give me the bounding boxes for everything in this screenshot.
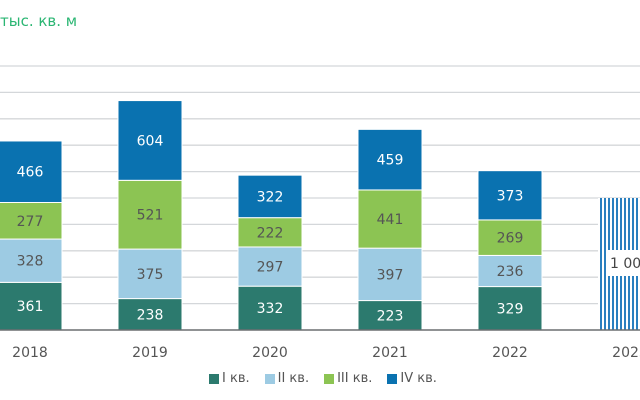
legend-item: IV кв. xyxy=(387,371,437,386)
x-tick-label: 2020 xyxy=(252,345,288,361)
x-tick-label: 2023 xyxy=(612,345,640,361)
data-label: 322 xyxy=(257,189,284,205)
bar-segment xyxy=(237,285,303,331)
bar-segment xyxy=(0,238,63,283)
legend-item: III кв. xyxy=(324,371,372,386)
bar-segment xyxy=(357,189,423,249)
legend: I кв. II кв. III кв. IV кв. xyxy=(209,371,437,386)
legend-swatch xyxy=(209,373,219,384)
data-label: 236 xyxy=(497,264,524,280)
bar-segment xyxy=(237,174,303,219)
bar-segment xyxy=(477,170,543,221)
bar-segment xyxy=(117,298,183,331)
bar-segment xyxy=(0,140,63,203)
data-label: 373 xyxy=(497,188,524,204)
bar-segment xyxy=(477,254,543,288)
legend-label: I кв. xyxy=(222,371,250,386)
forecast-label-bg xyxy=(606,250,640,276)
data-label: 375 xyxy=(137,267,164,283)
data-label: 397 xyxy=(377,267,404,283)
data-label: 521 xyxy=(137,208,164,224)
bar-segment xyxy=(357,128,423,191)
legend-item: I кв. xyxy=(209,371,250,386)
data-label: 329 xyxy=(497,301,524,317)
x-tick-label: 2018 xyxy=(12,345,48,361)
bar-segment xyxy=(357,247,423,302)
bar-segment xyxy=(477,219,543,256)
data-label: 466 xyxy=(17,165,44,181)
data-label: 222 xyxy=(257,225,284,241)
bar-segment xyxy=(117,248,183,300)
data-label: 361 xyxy=(17,299,44,315)
data-label: 223 xyxy=(377,308,404,324)
legend-label: III кв. xyxy=(337,371,373,386)
bar-segment xyxy=(117,100,183,181)
data-label: 332 xyxy=(257,301,284,317)
data-label: 441 xyxy=(377,212,404,228)
y-axis-unit-label: тыс. кв. м xyxy=(0,12,78,30)
x-tick-label: 2019 xyxy=(132,345,168,361)
legend-label: II кв. xyxy=(277,371,310,386)
data-label: 328 xyxy=(17,254,44,270)
data-label: 277 xyxy=(17,214,44,230)
bar-segment xyxy=(117,179,183,250)
data-label: 269 xyxy=(497,231,524,247)
legend-swatch xyxy=(324,373,335,384)
legend-item: II кв. xyxy=(264,371,310,386)
legend-label: IV кв. xyxy=(400,371,437,386)
legend-swatch xyxy=(264,373,275,384)
x-tick-label: 2022 xyxy=(492,345,528,361)
data-label: 459 xyxy=(377,153,404,169)
forecast-data-label: 1 000 xyxy=(610,256,640,272)
data-label: 297 xyxy=(257,260,284,276)
bar-segment xyxy=(237,246,303,287)
legend-swatch xyxy=(387,373,398,384)
data-label: 238 xyxy=(137,307,164,323)
bar-segment xyxy=(357,300,423,331)
bar-segment xyxy=(0,281,63,331)
data-label: 604 xyxy=(137,133,164,149)
x-tick-label: 2021 xyxy=(372,345,408,361)
